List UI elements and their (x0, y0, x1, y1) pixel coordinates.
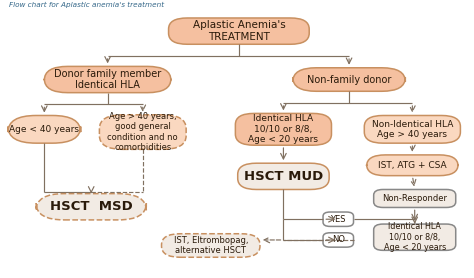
FancyBboxPatch shape (367, 155, 458, 176)
Text: HSCT MUD: HSCT MUD (244, 170, 323, 183)
Text: NO: NO (332, 235, 345, 244)
FancyBboxPatch shape (162, 234, 260, 257)
Text: Non-family donor: Non-family donor (307, 75, 391, 85)
FancyBboxPatch shape (293, 68, 405, 91)
Text: YES: YES (330, 215, 346, 224)
FancyBboxPatch shape (323, 212, 354, 226)
FancyBboxPatch shape (8, 115, 81, 143)
Text: Age < 40 years: Age < 40 years (9, 125, 79, 134)
Text: IST, Eltrombopag,
alternative HSCT: IST, Eltrombopag, alternative HSCT (173, 236, 248, 255)
Text: HSCT  MSD: HSCT MSD (50, 200, 133, 213)
FancyBboxPatch shape (100, 115, 186, 149)
FancyBboxPatch shape (374, 190, 456, 207)
FancyBboxPatch shape (374, 224, 456, 250)
FancyBboxPatch shape (169, 18, 309, 44)
FancyBboxPatch shape (236, 113, 331, 145)
FancyBboxPatch shape (365, 115, 460, 143)
Text: Age > 40 years,
good general
condition and no
comorbidities: Age > 40 years, good general condition a… (108, 112, 178, 152)
FancyBboxPatch shape (323, 233, 354, 247)
Text: Non-Identical HLA
Age > 40 years: Non-Identical HLA Age > 40 years (372, 120, 453, 139)
Text: Identical HLA
10/10 or 8/8,
Age < 20 years: Identical HLA 10/10 or 8/8, Age < 20 yea… (248, 115, 319, 144)
Text: Aplastic Anemia's
TREATMENT: Aplastic Anemia's TREATMENT (192, 20, 285, 42)
FancyBboxPatch shape (36, 194, 146, 220)
FancyBboxPatch shape (45, 66, 171, 93)
Text: Flow chart for Aplastic anemia's treatment: Flow chart for Aplastic anemia's treatme… (9, 2, 164, 8)
Text: Non-Responder: Non-Responder (382, 194, 447, 203)
Text: Identical HLA
10/10 or 8/8,
Age < 20 years: Identical HLA 10/10 or 8/8, Age < 20 yea… (383, 222, 446, 252)
FancyBboxPatch shape (238, 163, 329, 190)
Text: IST, ATG + CSA: IST, ATG + CSA (378, 161, 447, 170)
Text: Donor family member
Identical HLA: Donor family member Identical HLA (54, 69, 161, 90)
